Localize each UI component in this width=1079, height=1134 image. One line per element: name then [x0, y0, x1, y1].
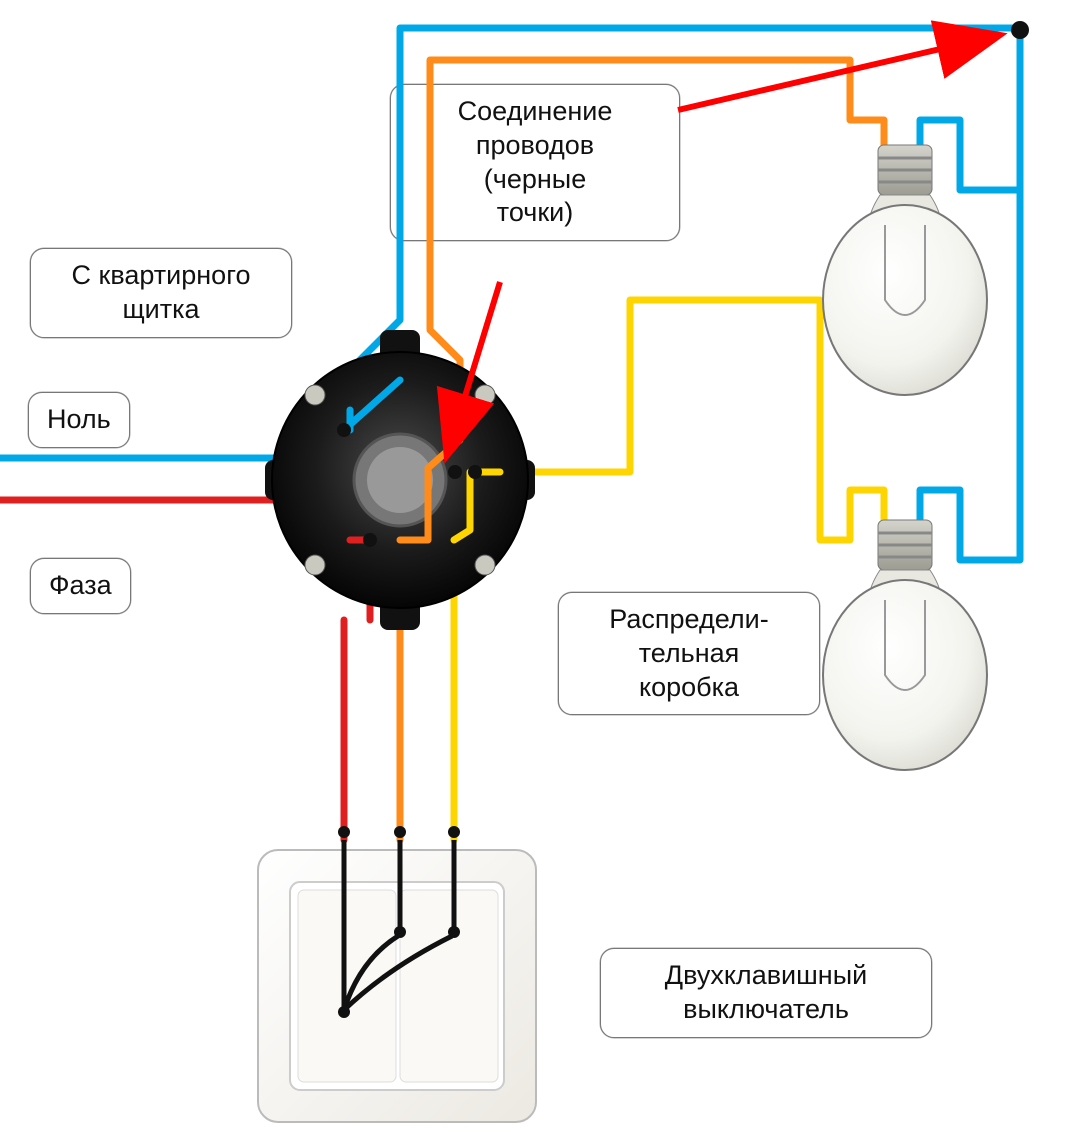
- label-connection: Соединение проводов (черные точки): [390, 84, 680, 241]
- label-connection-line3: (черные: [484, 164, 586, 194]
- label-connection-line2: проводов: [476, 130, 594, 160]
- label-double-switch-line1: Двухклавишный: [665, 960, 867, 990]
- junction-box-icon: [265, 330, 535, 630]
- wires-front-group: [344, 380, 500, 540]
- label-junction-box: Распредели- тельная коробка: [558, 592, 820, 715]
- double-switch-icon: [258, 840, 536, 1122]
- label-from-panel: С квартирного щитка: [30, 248, 292, 338]
- label-neutral: Ноль: [28, 392, 130, 448]
- label-phase: Фаза: [30, 558, 131, 614]
- label-from-panel-line2: щитка: [122, 294, 199, 324]
- bulb-2-icon: [823, 520, 987, 770]
- label-junction-box-line3: коробка: [639, 672, 739, 702]
- label-connection-line4: точки): [497, 197, 573, 227]
- label-junction-box-line2: тельная: [639, 638, 740, 668]
- label-phase-text: Фаза: [49, 570, 112, 600]
- diagram-stage: Соединение проводов (черные точки) С ква…: [0, 0, 1079, 1134]
- label-double-switch-line2: выключатель: [683, 994, 849, 1024]
- bulb-1-icon: [823, 145, 987, 395]
- label-junction-box-line1: Распредели-: [609, 604, 768, 634]
- label-connection-line1: Соединение: [458, 96, 613, 126]
- label-from-panel-line1: С квартирного: [72, 260, 251, 290]
- label-neutral-text: Ноль: [47, 404, 111, 434]
- label-double-switch: Двухклавишный выключатель: [600, 948, 932, 1038]
